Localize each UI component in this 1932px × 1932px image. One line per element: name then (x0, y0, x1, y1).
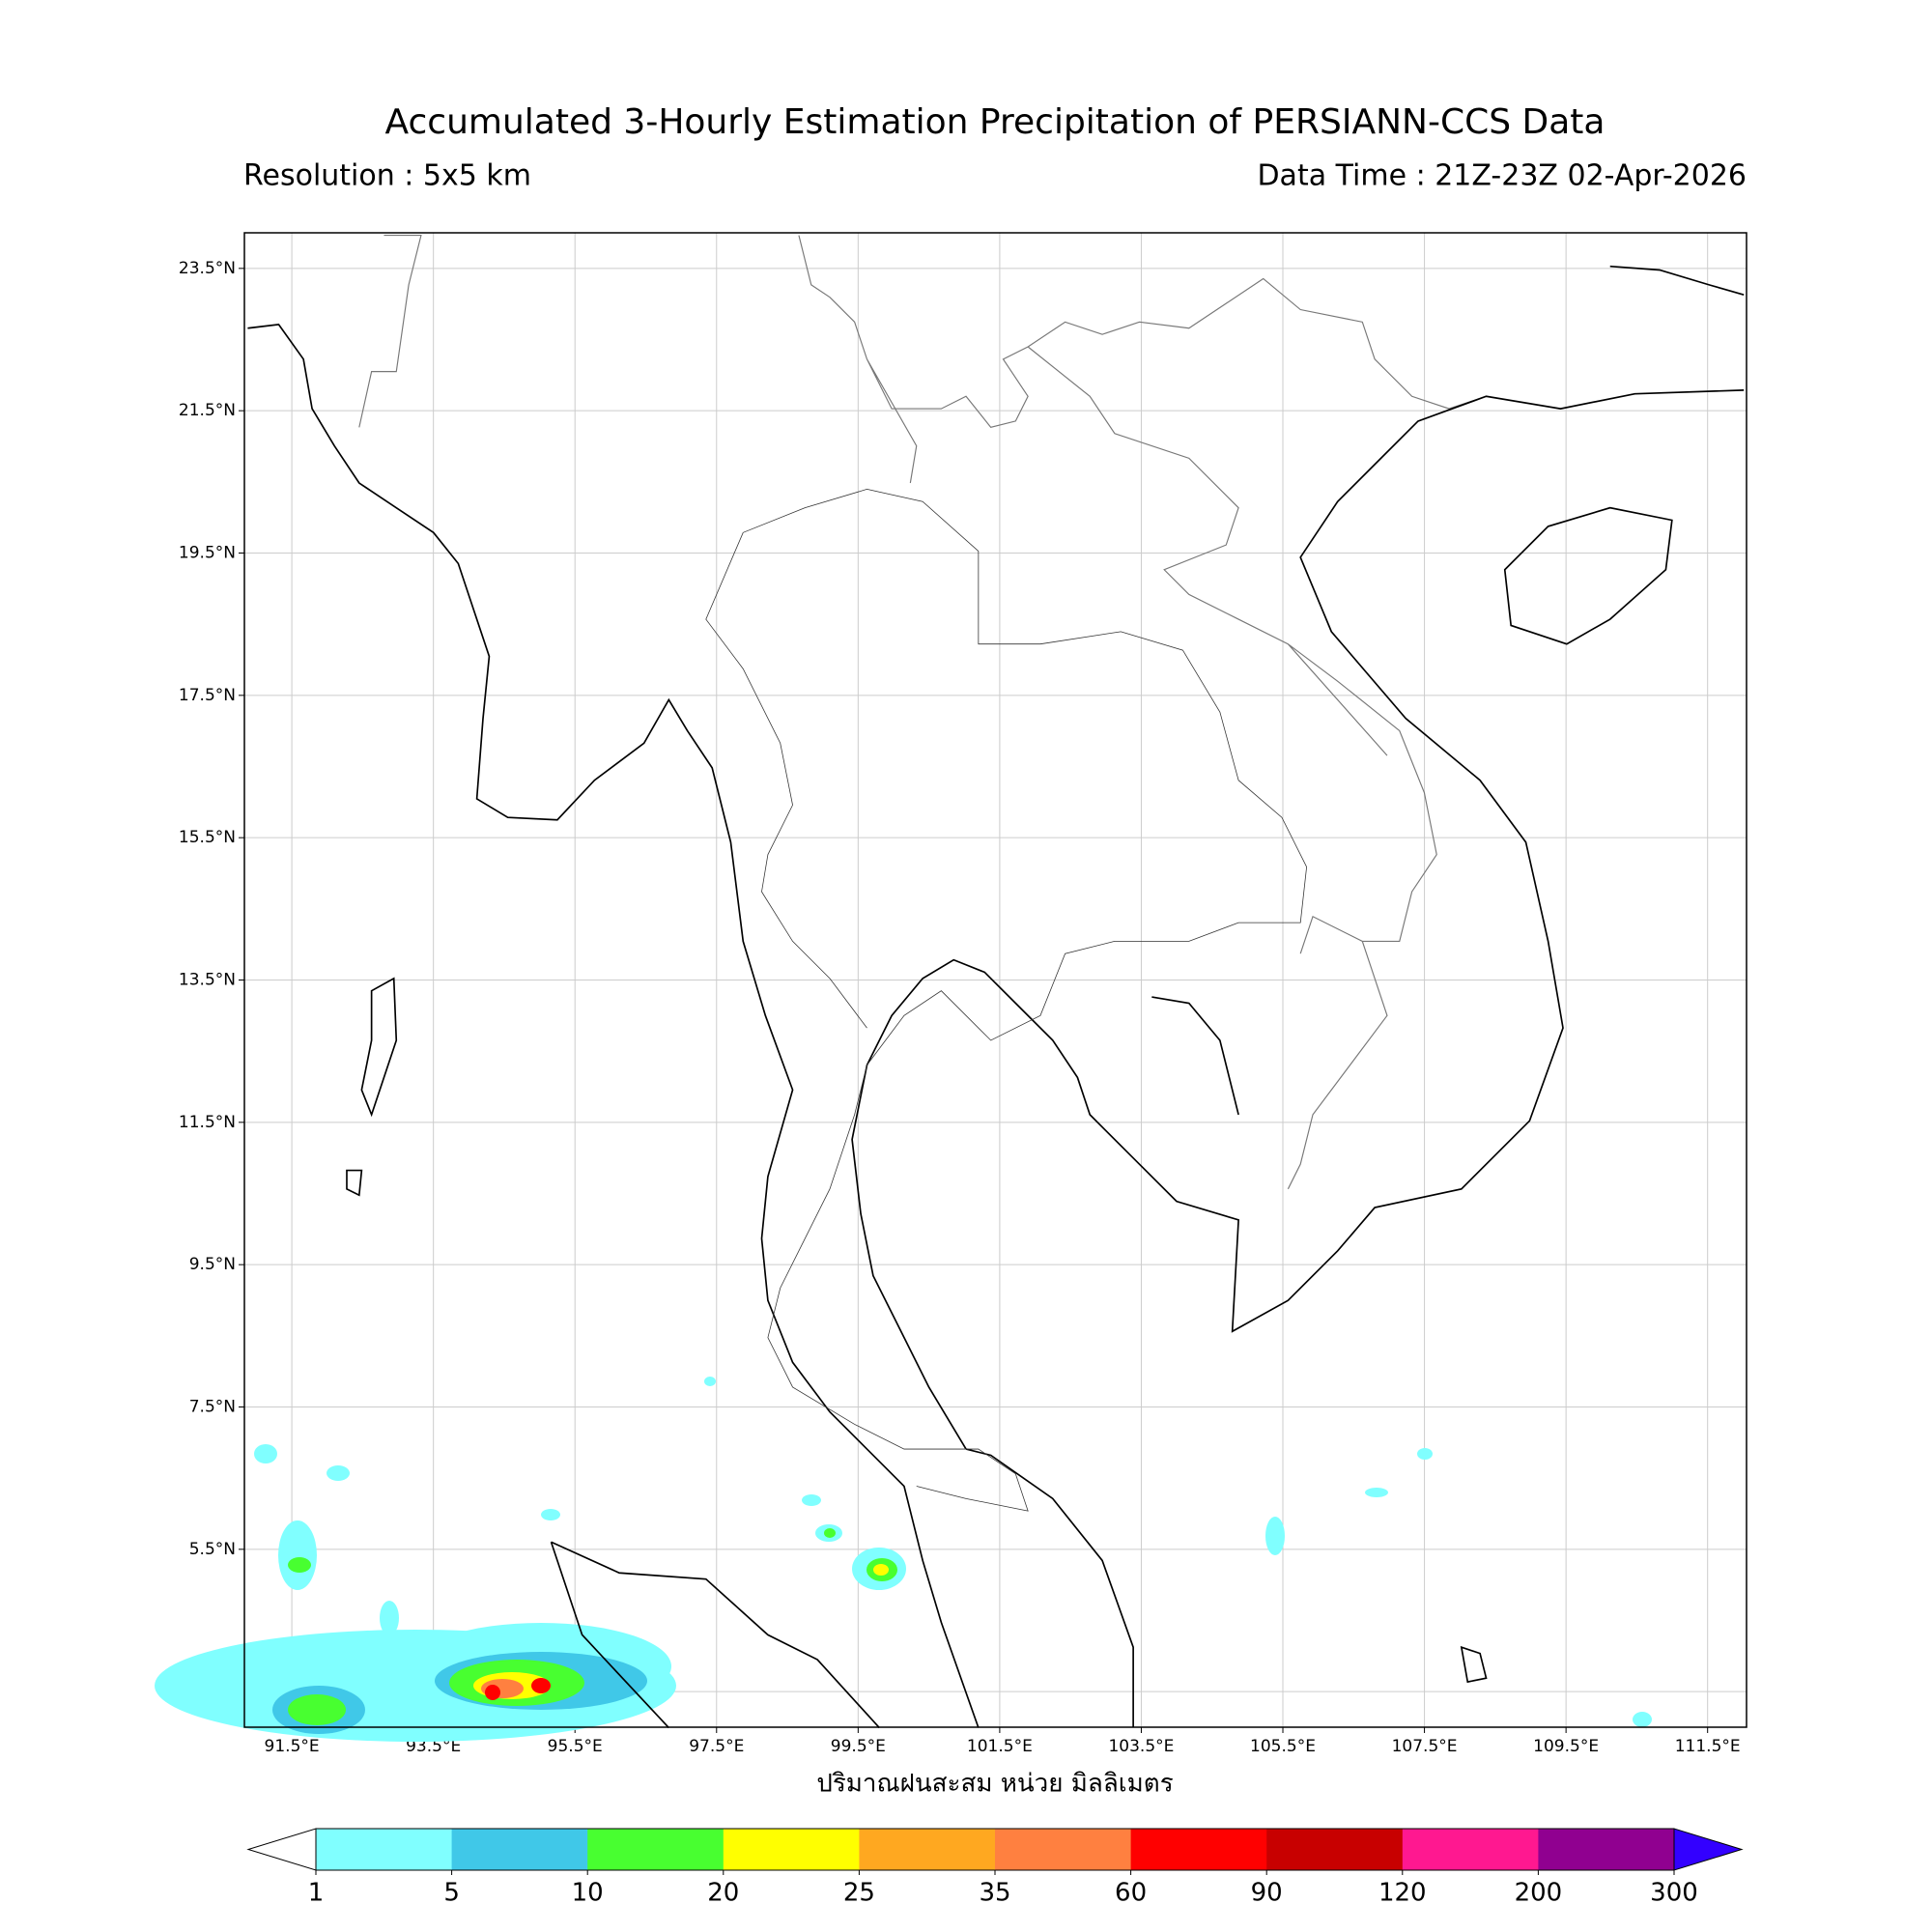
rain-area (1417, 1448, 1433, 1460)
lat-tick-label: 19.5°N (179, 544, 236, 563)
rain-area (278, 1520, 317, 1590)
colorbar-tick-label: 120 (1378, 1879, 1427, 1908)
lon-tick-label: 107.5°E (1392, 1737, 1458, 1756)
rain-area (824, 1528, 836, 1538)
rain-area (802, 1494, 821, 1506)
colorbar-segment (1266, 1829, 1404, 1870)
lon-tick-label: 111.5°E (1675, 1737, 1741, 1756)
rain-area (485, 1685, 500, 1700)
lat-tick-label: 5.5°N (189, 1540, 236, 1559)
colorbar-segment (587, 1829, 724, 1870)
rain-area (1365, 1488, 1388, 1497)
thailand-outline (705, 489, 1308, 1512)
lat-tick-label: 13.5°N (179, 971, 236, 990)
rain-area (327, 1465, 350, 1481)
lon-tick-label: 93.5°E (406, 1737, 461, 1756)
colorbar-tick-label: 10 (572, 1879, 604, 1908)
rain-area (288, 1557, 311, 1573)
colorbar-segment (995, 1829, 1132, 1870)
colorbar-tick-label: 60 (1115, 1879, 1147, 1908)
colorbar-segment (1538, 1829, 1675, 1870)
resolution: Resolution : 5x5 km (243, 159, 531, 193)
colorbar-tick-label: 300 (1650, 1879, 1698, 1908)
colorbar-segment (859, 1829, 996, 1870)
colorbar-tick-label: 1 (308, 1879, 325, 1908)
lon-tick-label: 91.5°E (265, 1737, 320, 1756)
lat-tick-label: 9.5°N (189, 1255, 236, 1274)
country-border (358, 235, 1487, 1190)
lat-tick-label: 15.5°N (179, 828, 236, 847)
rain-area (254, 1444, 277, 1463)
lon-tick-label: 109.5°E (1533, 1737, 1599, 1756)
rain-field (155, 1377, 1652, 1742)
colorbar-segment (1402, 1829, 1539, 1870)
rain-area (531, 1678, 551, 1693)
title: Accumulated 3-Hourly Estimation Precipit… (385, 102, 1605, 142)
colorbar-segment (316, 1829, 453, 1870)
colorbar-label: ปริมาณฝนสะสม หน่วย มิลลิเมตร (816, 1770, 1173, 1799)
lon-tick-label: 105.5°E (1250, 1737, 1316, 1756)
grid: 91.5°E 93.5°E 95.5°E 97.5°E 99.5°E 101.5°E 103… (179, 233, 1747, 1756)
lon-tick-label: 95.5°E (548, 1737, 603, 1756)
coastline-sumatra (550, 1541, 880, 1729)
lat-tick-label: 11.5°N (179, 1113, 236, 1132)
rain-area (1633, 1712, 1652, 1727)
colorbar-tick-label: 200 (1515, 1879, 1563, 1908)
colorbar-tick-label: 20 (707, 1879, 739, 1908)
lat-tick-label: 17.5°N (179, 686, 236, 705)
data-time: Data Time : 21Z-23Z 02-Apr-2026 (1257, 159, 1747, 193)
rain-area (873, 1564, 889, 1576)
map-frame (243, 232, 1747, 1728)
basemap (247, 235, 1745, 1729)
lon-tick-label: 97.5°E (689, 1737, 744, 1756)
colorbar-tick-label: 25 (843, 1879, 875, 1908)
lat-tick-label: 7.5°N (189, 1398, 236, 1417)
lat-tick-label: 23.5°N (179, 259, 236, 278)
colorbar-segment (451, 1829, 588, 1870)
colorbar-under (246, 1828, 317, 1871)
colorbar: 1 5 10 20 25 35 60 90 120 200 300 (246, 1828, 1744, 1908)
rain-area (288, 1694, 346, 1725)
lon-tick-label: 99.5°E (831, 1737, 886, 1756)
rain-area (380, 1601, 399, 1635)
lon-tick-label: 103.5°E (1108, 1737, 1174, 1756)
coastline-hainan (1503, 506, 1673, 645)
lat-tick-label: 21.5°N (179, 401, 236, 420)
rain-area (704, 1377, 716, 1386)
lon-tick-label: 101.5°E (967, 1737, 1033, 1756)
colorbar-tick-label: 5 (443, 1879, 460, 1908)
colorbar-over (1673, 1828, 1744, 1871)
colorbar-segment (723, 1829, 860, 1870)
rain-area (541, 1509, 560, 1520)
colorbar-segment (1130, 1829, 1267, 1870)
coastline-islands (346, 977, 1488, 1684)
coastline-mainland (247, 265, 1745, 1728)
rain-area (1265, 1517, 1285, 1555)
colorbar-tick-label: 35 (979, 1879, 1010, 1908)
colorbar-tick-label: 90 (1251, 1879, 1283, 1908)
